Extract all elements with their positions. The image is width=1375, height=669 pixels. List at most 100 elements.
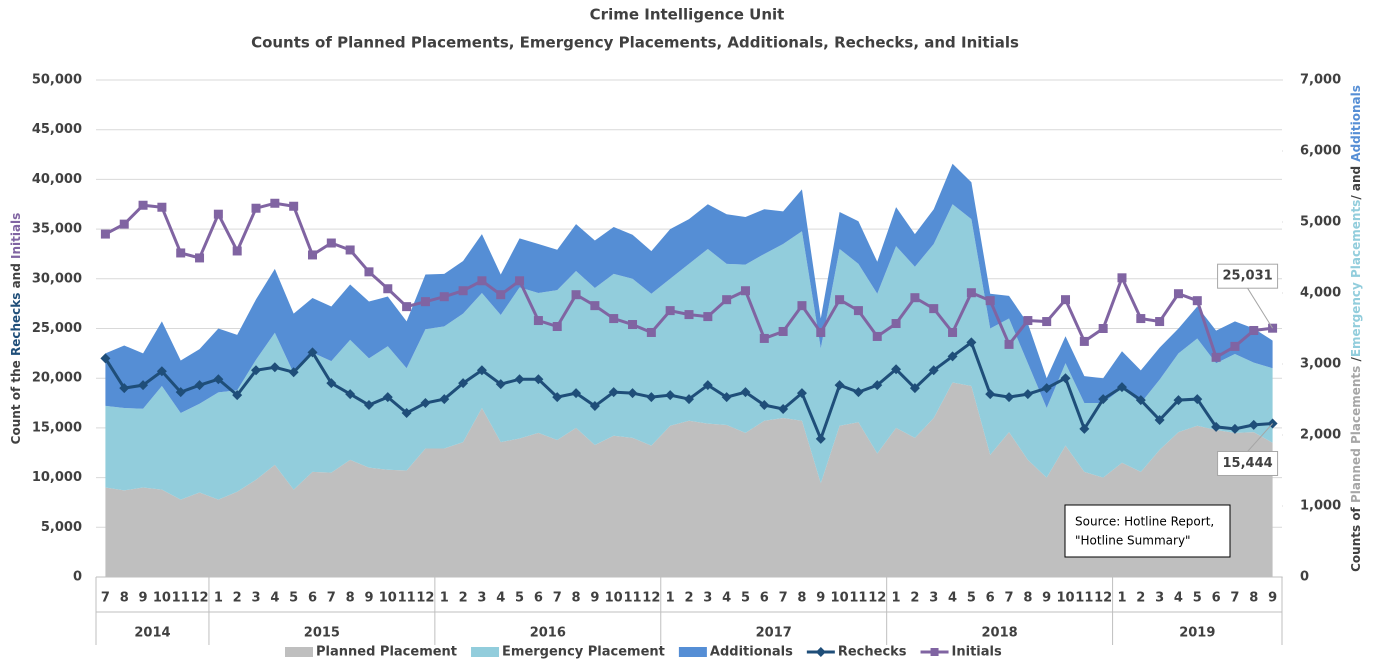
axis-label-part: Count of the <box>9 356 23 444</box>
marker <box>627 388 638 399</box>
legend-marker <box>930 648 939 656</box>
marker <box>383 284 393 294</box>
axis-label-part: / and <box>1349 162 1363 200</box>
marker <box>966 337 977 348</box>
marker <box>684 394 694 405</box>
y-axis-label: Count of the Rechecks and Initials <box>9 213 23 445</box>
marker <box>985 389 996 400</box>
chart-subtitle: Counts of Planned Placements, Emergency … <box>251 34 1019 52</box>
x-tick-label: 6 <box>986 591 995 606</box>
x-tick-label: 2 <box>233 591 242 606</box>
marker <box>119 383 130 394</box>
marker <box>552 392 563 403</box>
marker <box>853 306 863 316</box>
marker <box>609 314 619 324</box>
x-tick-label: 3 <box>1155 591 1164 606</box>
marker <box>420 297 430 307</box>
chart-title: Crime Intelligence Unit <box>590 6 785 24</box>
y-tick-label: 30,000 <box>32 271 82 286</box>
marker <box>891 364 902 375</box>
marker <box>571 388 582 399</box>
marker <box>1192 394 1203 405</box>
legend-label: Rechecks <box>838 645 907 660</box>
y-tick-label: 40,000 <box>32 172 82 187</box>
axis-label-part: / <box>1349 357 1363 366</box>
y-tick-label: 20,000 <box>32 371 82 386</box>
marker <box>928 365 939 376</box>
y2-tick-label: 2,000 <box>1300 428 1341 443</box>
marker <box>156 366 167 377</box>
marker <box>1248 419 1259 430</box>
marker <box>646 392 657 403</box>
marker <box>1155 317 1165 327</box>
axis-label-part: Rechecks <box>9 293 23 356</box>
marker <box>138 380 149 391</box>
marker <box>1116 382 1127 393</box>
marker <box>251 365 262 376</box>
marker <box>1211 421 1222 432</box>
marker <box>740 286 750 296</box>
x-tick-label: 10 <box>1056 591 1074 606</box>
y-tick-label: 45,000 <box>32 122 82 137</box>
x-tick-label: 5 <box>515 591 524 606</box>
marker <box>269 362 280 373</box>
x-tick-label: 12 <box>1094 591 1112 606</box>
marker <box>175 387 186 398</box>
legend-marker <box>815 647 826 657</box>
marker <box>1042 317 1052 327</box>
x-tick-label: 10 <box>153 591 171 606</box>
x-tick-label: 12 <box>190 591 208 606</box>
marker <box>909 383 920 394</box>
y2-tick-label: 1,000 <box>1300 499 1341 514</box>
marker <box>834 380 845 391</box>
y2-tick-label: 7,000 <box>1300 73 1341 88</box>
marker <box>476 365 487 376</box>
x-tick-label: 11 <box>849 591 867 606</box>
y-tick-label: 15,000 <box>32 420 82 435</box>
axis-label-part: Emergency Placements <box>1349 200 1363 357</box>
y2-tick-label: 0 <box>1300 570 1309 585</box>
marker <box>1060 373 1071 384</box>
x-tick-label: 1 <box>892 591 901 606</box>
marker <box>289 201 299 211</box>
x-tick-label: 2 <box>684 591 693 606</box>
axis-label-part: Counts of <box>1349 503 1363 572</box>
x-tick-label: 12 <box>416 591 434 606</box>
marker <box>288 367 299 378</box>
marker <box>665 390 676 401</box>
x-tick-label: 4 <box>948 591 957 606</box>
x-tick-label: 3 <box>703 591 712 606</box>
x-tick-label: 5 <box>289 591 298 606</box>
marker <box>326 378 337 389</box>
axis-label-part: Initials <box>9 213 23 259</box>
x-tick-label: 3 <box>251 591 260 606</box>
marker <box>778 404 789 415</box>
x-tick-label: 11 <box>1075 591 1093 606</box>
marker <box>382 392 393 403</box>
marker <box>1004 339 1014 349</box>
legend-label: Additionals <box>710 645 793 660</box>
marker <box>307 250 317 260</box>
y-tick-label: 25,000 <box>32 321 82 336</box>
x-group-label: 2019 <box>1179 626 1215 641</box>
x-tick-label: 8 <box>797 591 806 606</box>
x-tick-label: 12 <box>868 591 886 606</box>
marker <box>176 248 186 258</box>
marker <box>326 238 336 248</box>
leader-line <box>1247 423 1273 452</box>
marker <box>1136 314 1146 324</box>
marker <box>100 229 110 239</box>
marker <box>835 295 845 305</box>
marker <box>796 388 807 399</box>
y-tick-label: 0 <box>73 570 82 585</box>
x-tick-label: 3 <box>477 591 486 606</box>
marker <box>816 327 826 337</box>
marker <box>533 316 543 326</box>
marker <box>947 351 958 362</box>
x-group-label: 2015 <box>304 626 340 641</box>
marker <box>759 333 769 343</box>
marker <box>628 320 638 330</box>
x-tick-label: 7 <box>1005 591 1014 606</box>
marker <box>1098 394 1109 405</box>
x-tick-label: 11 <box>398 591 416 606</box>
